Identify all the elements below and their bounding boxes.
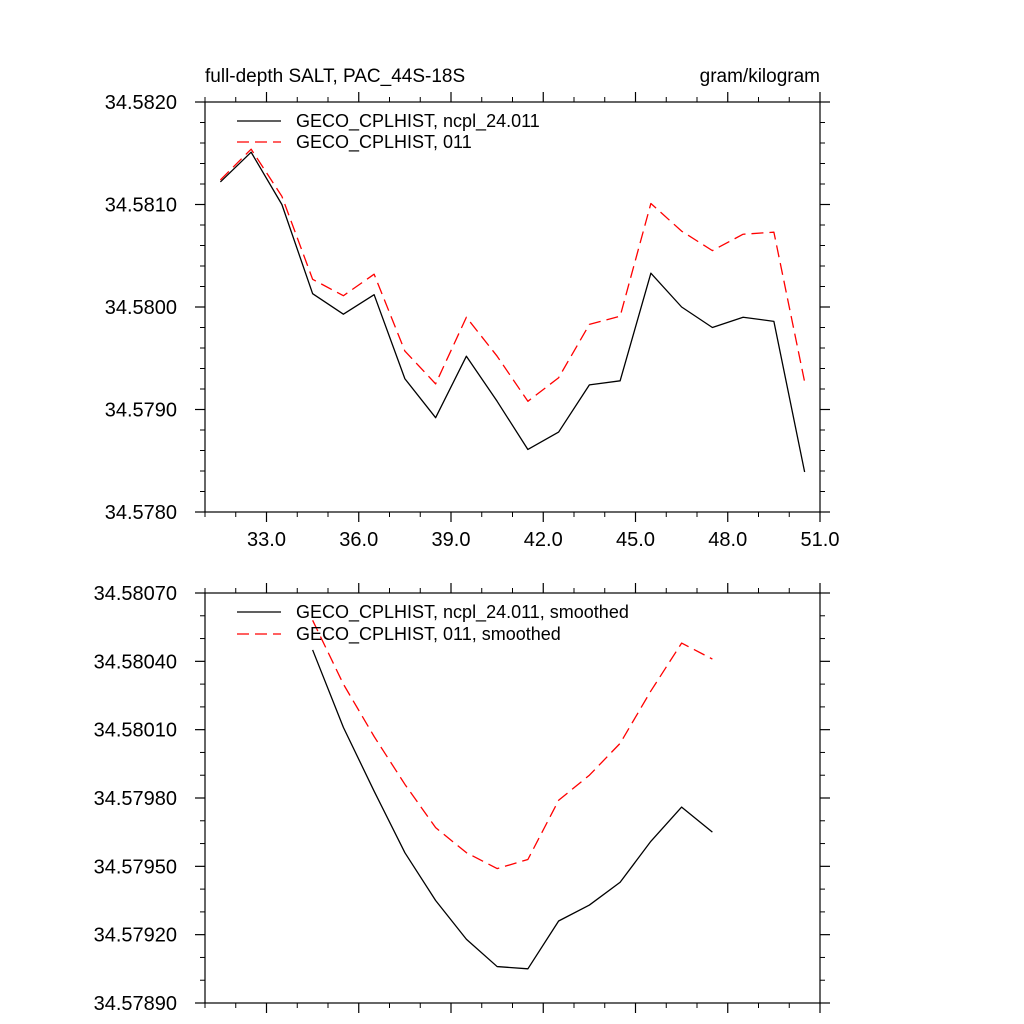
top-y-tick-label: 34.5800 xyxy=(105,297,177,319)
bottom-y-tick-label: 34.58010 xyxy=(94,720,177,742)
top-x-tick-label: 36.0 xyxy=(339,529,378,551)
top-legend: GECO_CPLHIST, ncpl_24.011 GECO_CPLHIST, … xyxy=(237,111,540,153)
top-y-tick-label: 34.5820 xyxy=(105,92,177,114)
top-x-tick-label: 45.0 xyxy=(616,529,655,551)
bottom-panel: 34.57890 34.57920 34.57950 34.57980 34.58010… xyxy=(94,583,830,1015)
top-x-tick-label: 48.0 xyxy=(708,529,747,551)
top-x-tick-label: 39.0 xyxy=(432,529,471,551)
bottom-legend: GECO_CPLHIST, ncpl_24.011, smoothed GECO… xyxy=(237,602,629,645)
top-legend-label-1: GECO_CPLHIST, 011 xyxy=(296,132,472,153)
top-panel: full-depth SALT, PAC_44S-18S gram/kilogr… xyxy=(105,66,840,551)
bottom-axes: 34.57890 34.57920 34.57950 34.57980 34.58010… xyxy=(94,583,830,1015)
bottom-series-line-0 xyxy=(312,649,713,970)
top-series-lines xyxy=(219,148,806,473)
top-title-right: gram/kilogram xyxy=(700,66,820,87)
bottom-y-tick-label: 34.58070 xyxy=(94,583,177,605)
bottom-y-tick-label: 34.57920 xyxy=(94,925,177,947)
top-y-tick-label: 34.5790 xyxy=(105,400,177,422)
bottom-series-lines xyxy=(312,620,713,970)
bottom-legend-label-0: GECO_CPLHIST, ncpl_24.011, smoothed xyxy=(296,602,629,623)
bottom-y-tick-label: 34.57980 xyxy=(94,788,177,810)
bottom-y-tick-label: 34.57950 xyxy=(94,856,177,878)
bottom-series-line-1 xyxy=(312,620,713,870)
top-y-tick-label: 34.5810 xyxy=(105,195,177,217)
top-axes: 33.0 36.0 39.0 42.0 45.0 48.0 51.0 34.5780 34.57… xyxy=(105,92,840,551)
bottom-legend-label-1: GECO_CPLHIST, 011, smoothed xyxy=(296,624,561,645)
bottom-y-tick-label: 34.57890 xyxy=(94,993,177,1015)
top-x-tick-label: 42.0 xyxy=(524,529,563,551)
bottom-y-tick-label: 34.58040 xyxy=(94,651,177,673)
top-legend-label-0: GECO_CPLHIST, ncpl_24.011 xyxy=(296,111,540,132)
top-series-line-1 xyxy=(219,148,806,402)
top-series-line-0 xyxy=(219,151,806,473)
top-x-tick-label: 51.0 xyxy=(801,529,840,551)
top-x-tick-label: 33.0 xyxy=(247,529,286,551)
top-title-left: full-depth SALT, PAC_44S-18S xyxy=(205,66,465,87)
top-y-tick-label: 34.5780 xyxy=(105,502,177,524)
